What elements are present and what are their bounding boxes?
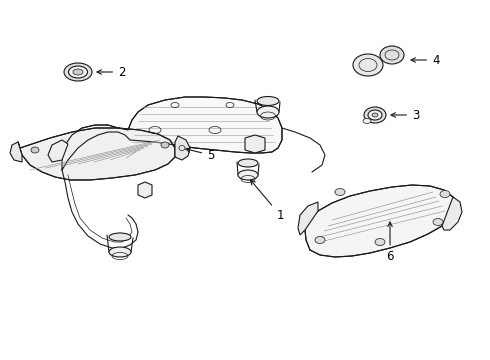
Text: 1: 1: [250, 180, 284, 221]
Ellipse shape: [315, 237, 325, 243]
Text: 3: 3: [391, 108, 419, 122]
Ellipse shape: [368, 110, 382, 120]
Text: 5: 5: [186, 148, 215, 162]
Polygon shape: [138, 182, 152, 198]
Text: 2: 2: [97, 66, 125, 78]
Polygon shape: [305, 185, 456, 257]
Ellipse shape: [375, 239, 385, 246]
Ellipse shape: [64, 63, 92, 81]
Ellipse shape: [109, 233, 131, 241]
Ellipse shape: [109, 247, 131, 257]
Ellipse shape: [335, 189, 345, 195]
Ellipse shape: [440, 190, 450, 198]
Ellipse shape: [372, 113, 378, 117]
Polygon shape: [62, 97, 282, 170]
Ellipse shape: [238, 170, 258, 180]
Ellipse shape: [31, 147, 39, 153]
Ellipse shape: [69, 66, 88, 78]
Ellipse shape: [380, 46, 404, 64]
Polygon shape: [442, 197, 462, 230]
Polygon shape: [175, 136, 190, 160]
Ellipse shape: [364, 107, 386, 123]
Ellipse shape: [161, 142, 169, 148]
Polygon shape: [245, 135, 265, 153]
Ellipse shape: [363, 118, 371, 123]
Ellipse shape: [257, 106, 279, 118]
Polygon shape: [10, 142, 22, 162]
Text: 4: 4: [411, 54, 440, 67]
Ellipse shape: [433, 219, 443, 225]
Ellipse shape: [238, 159, 258, 167]
Polygon shape: [298, 202, 318, 235]
Ellipse shape: [257, 96, 279, 105]
Text: 6: 6: [386, 222, 394, 264]
Ellipse shape: [353, 54, 383, 76]
Polygon shape: [18, 128, 175, 180]
Ellipse shape: [73, 69, 83, 75]
Polygon shape: [48, 140, 68, 162]
